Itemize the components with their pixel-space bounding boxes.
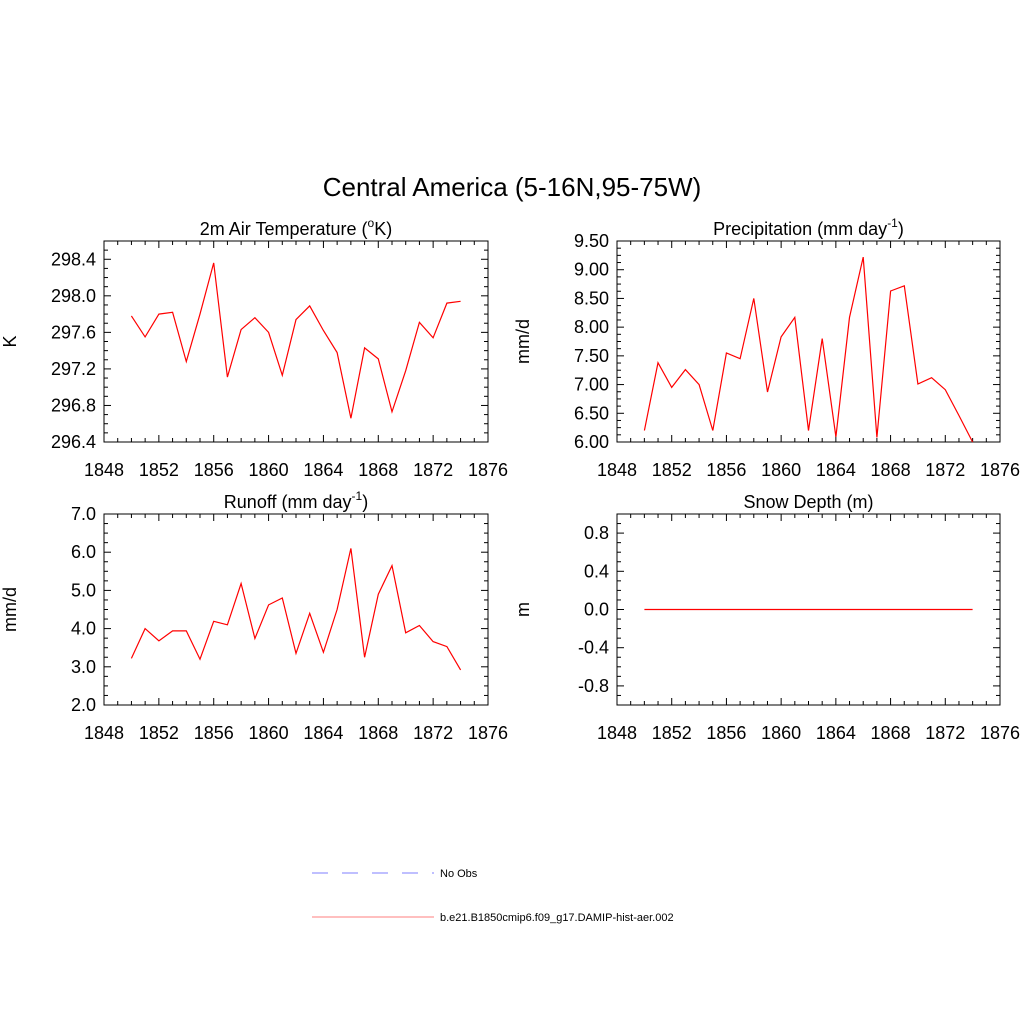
plot-frame: [616, 240, 1001, 443]
panel-title-text: Runoff (mm day: [224, 492, 352, 512]
y-tick-label: 8.50: [574, 288, 609, 308]
x-tick-label: 1848: [597, 460, 637, 480]
x-tick-label: 1868: [358, 460, 398, 480]
x-tick-label: 1860: [761, 460, 801, 480]
panel-title-text: Snow Depth (m): [743, 492, 873, 512]
x-tick-label: 1864: [816, 460, 856, 480]
y-tick-label: 297.2: [51, 359, 96, 379]
x-tick-label: 1856: [706, 460, 746, 480]
y-axis-label: K: [0, 335, 20, 347]
panel-title: 2m Air Temperature (oK): [200, 216, 392, 239]
y-axis-label: mm/d: [0, 587, 20, 632]
legend-item-no-obs: No Obs: [312, 868, 478, 880]
panel-snow-depth: Snow Depth (m) m 1848 1852 1856 1860 1864 1868 1…: [513, 492, 1020, 743]
y-tick-label: 297.6: [51, 322, 96, 342]
legend: No Obs b.e21.B1850cmip6.f09_g17.DAMIP-hi…: [312, 868, 674, 924]
x-tick-label: 1852: [652, 460, 692, 480]
panel-title-superscript: -1: [887, 216, 898, 230]
y-tick-label: 4.0: [71, 619, 96, 639]
x-tick-label: 1852: [139, 460, 179, 480]
panel-title-text: Precipitation (mm day: [713, 219, 887, 239]
x-tick-label: 1868: [871, 723, 911, 743]
panels: 2m Air Temperature (oK) K 1848 1852 1856 1860…: [0, 216, 1020, 743]
y-tick-label: 298.4: [51, 249, 96, 269]
y-tick-label: 7.00: [574, 375, 609, 395]
panel-title-suffix: ): [362, 492, 368, 512]
x-tick-label: 1852: [139, 723, 179, 743]
y-tick-label: 8.00: [574, 317, 609, 337]
y-tick-label: -0.4: [578, 638, 609, 658]
x-tick-label: 1876: [468, 460, 508, 480]
series-line: [130, 548, 462, 671]
panel-title: Snow Depth (m): [743, 492, 873, 512]
x-tick-label: 1856: [706, 723, 746, 743]
series-line: [130, 262, 461, 419]
y-tick-label: -0.8: [578, 676, 609, 696]
x-tick-label: 1872: [925, 460, 965, 480]
x-tick-label: 1864: [303, 460, 343, 480]
panel-title-superscript: -1: [352, 489, 363, 503]
x-tick-label: 1876: [468, 723, 508, 743]
y-tick-label: 9.50: [574, 231, 609, 251]
y-tick-label: 9.00: [574, 260, 609, 280]
x-tick-label: 1860: [761, 723, 801, 743]
legend-label-no-obs: No Obs: [440, 868, 478, 880]
plot-frame: [103, 240, 489, 443]
y-tick-label: 298.0: [51, 286, 96, 306]
panel-runoff: Runoff (mm day-1) mm/d 1848 1852 1856 1860 186…: [0, 489, 508, 743]
panel-title-superscript: o: [368, 216, 375, 230]
y-tick-label: 6.50: [574, 403, 609, 423]
panel-title-suffix: ): [898, 219, 904, 239]
y-tick-label: 7.0: [71, 504, 96, 524]
legend-label-model-run: b.e21.B1850cmip6.f09_g17.DAMIP-hist-aer.…: [440, 912, 674, 924]
y-tick-label: 7.50: [574, 346, 609, 366]
y-tick-label: 0.8: [584, 523, 609, 543]
x-tick-label: 1868: [358, 723, 398, 743]
y-tick-label: 5.0: [71, 580, 96, 600]
y-tick-label: 296.8: [51, 395, 96, 415]
x-tick-label: 1848: [84, 460, 124, 480]
y-tick-label: 0.0: [584, 600, 609, 620]
x-tick-label: 1860: [249, 723, 289, 743]
x-tick-label: 1872: [413, 460, 453, 480]
panel-title-text: 2m Air Temperature (: [200, 219, 368, 239]
panel-title: Precipitation (mm day-1): [713, 216, 904, 239]
y-tick-label: 2.0: [71, 695, 96, 715]
x-tick-label: 1864: [303, 723, 343, 743]
x-tick-label: 1864: [816, 723, 856, 743]
y-axis-label: mm/d: [513, 319, 533, 364]
y-tick-label: 3.0: [71, 657, 96, 677]
x-tick-label: 1856: [194, 460, 234, 480]
panel-precipitation: Precipitation (mm day-1) mm/d 1848 1852 1856…: [513, 216, 1020, 480]
y-tick-label: 296.4: [51, 432, 96, 452]
x-tick-label: 1856: [194, 723, 234, 743]
y-tick-label: 6.00: [574, 432, 609, 452]
x-tick-label: 1848: [597, 723, 637, 743]
panel-title: Runoff (mm day-1): [224, 489, 368, 512]
x-tick-label: 1872: [413, 723, 453, 743]
x-tick-label: 1872: [925, 723, 965, 743]
y-tick-label: 6.0: [71, 542, 96, 562]
x-tick-label: 1876: [980, 723, 1020, 743]
x-tick-label: 1848: [84, 723, 124, 743]
x-tick-label: 1868: [871, 460, 911, 480]
y-axis-label: m: [513, 602, 533, 617]
panel-title-suffix: K): [374, 219, 392, 239]
x-tick-label: 1876: [980, 460, 1020, 480]
x-tick-label: 1852: [652, 723, 692, 743]
figure-title: Central America (5-16N,95-75W): [323, 172, 702, 202]
x-tick-label: 1860: [249, 460, 289, 480]
panel-temperature: 2m Air Temperature (oK) K 1848 1852 1856 1860…: [0, 216, 508, 480]
series-line: [643, 256, 974, 443]
legend-item-model-run: b.e21.B1850cmip6.f09_g17.DAMIP-hist-aer.…: [312, 912, 674, 924]
plot-frame: [103, 513, 489, 706]
y-tick-label: 0.4: [584, 561, 609, 581]
